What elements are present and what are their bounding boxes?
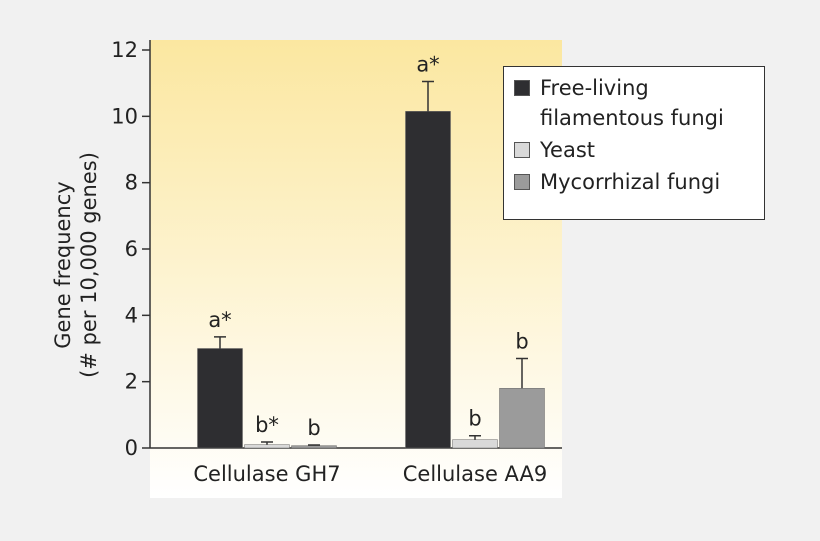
error-bar	[469, 434, 481, 440]
y-tick-label: 4	[125, 303, 138, 327]
legend: Free-living filamentous fungi Yeast Mycorr…	[503, 66, 765, 220]
y-tick-label: 2	[125, 370, 138, 394]
bar	[197, 348, 243, 449]
error-bar	[308, 444, 320, 446]
data-label: b	[468, 407, 481, 431]
legend-label: Free-living filamentous fungi	[540, 76, 724, 130]
x-tick-label: Cellulase GH7	[193, 462, 340, 486]
bar	[499, 388, 545, 449]
y-axis-label: Gene frequency	[51, 181, 75, 348]
bar	[452, 439, 498, 449]
legend-item: Mycorrhizal fungi	[514, 167, 754, 197]
error-bar	[516, 357, 528, 389]
bar	[244, 444, 290, 449]
legend-swatch	[514, 174, 530, 190]
bar	[405, 111, 451, 449]
legend-label: Yeast	[540, 138, 596, 162]
error-bar	[261, 441, 273, 445]
legend-swatch	[514, 80, 530, 96]
y-tick-label: 8	[125, 171, 138, 195]
error-bar	[214, 336, 226, 349]
data-label: b*	[255, 413, 279, 437]
data-label: b	[307, 416, 320, 440]
y-tick-label: 12	[111, 38, 138, 62]
data-label: a*	[416, 53, 439, 77]
y-tick-label: 10	[111, 104, 138, 128]
data-label: b	[515, 329, 528, 353]
y-axis-label: (# per 10,000 genes)	[77, 152, 101, 378]
legend-swatch	[514, 142, 530, 158]
legend-item: Free-living filamentous fungi	[514, 73, 754, 133]
bar	[291, 445, 337, 449]
legend-item: Yeast	[514, 135, 754, 165]
y-tick-label: 6	[125, 237, 138, 261]
y-tick-label: 0	[125, 436, 138, 460]
error-bar	[422, 80, 434, 112]
x-tick-label: Cellulase AA9	[403, 462, 547, 486]
legend-label: Mycorrhizal fungi	[540, 170, 721, 194]
data-label: a*	[208, 308, 231, 332]
